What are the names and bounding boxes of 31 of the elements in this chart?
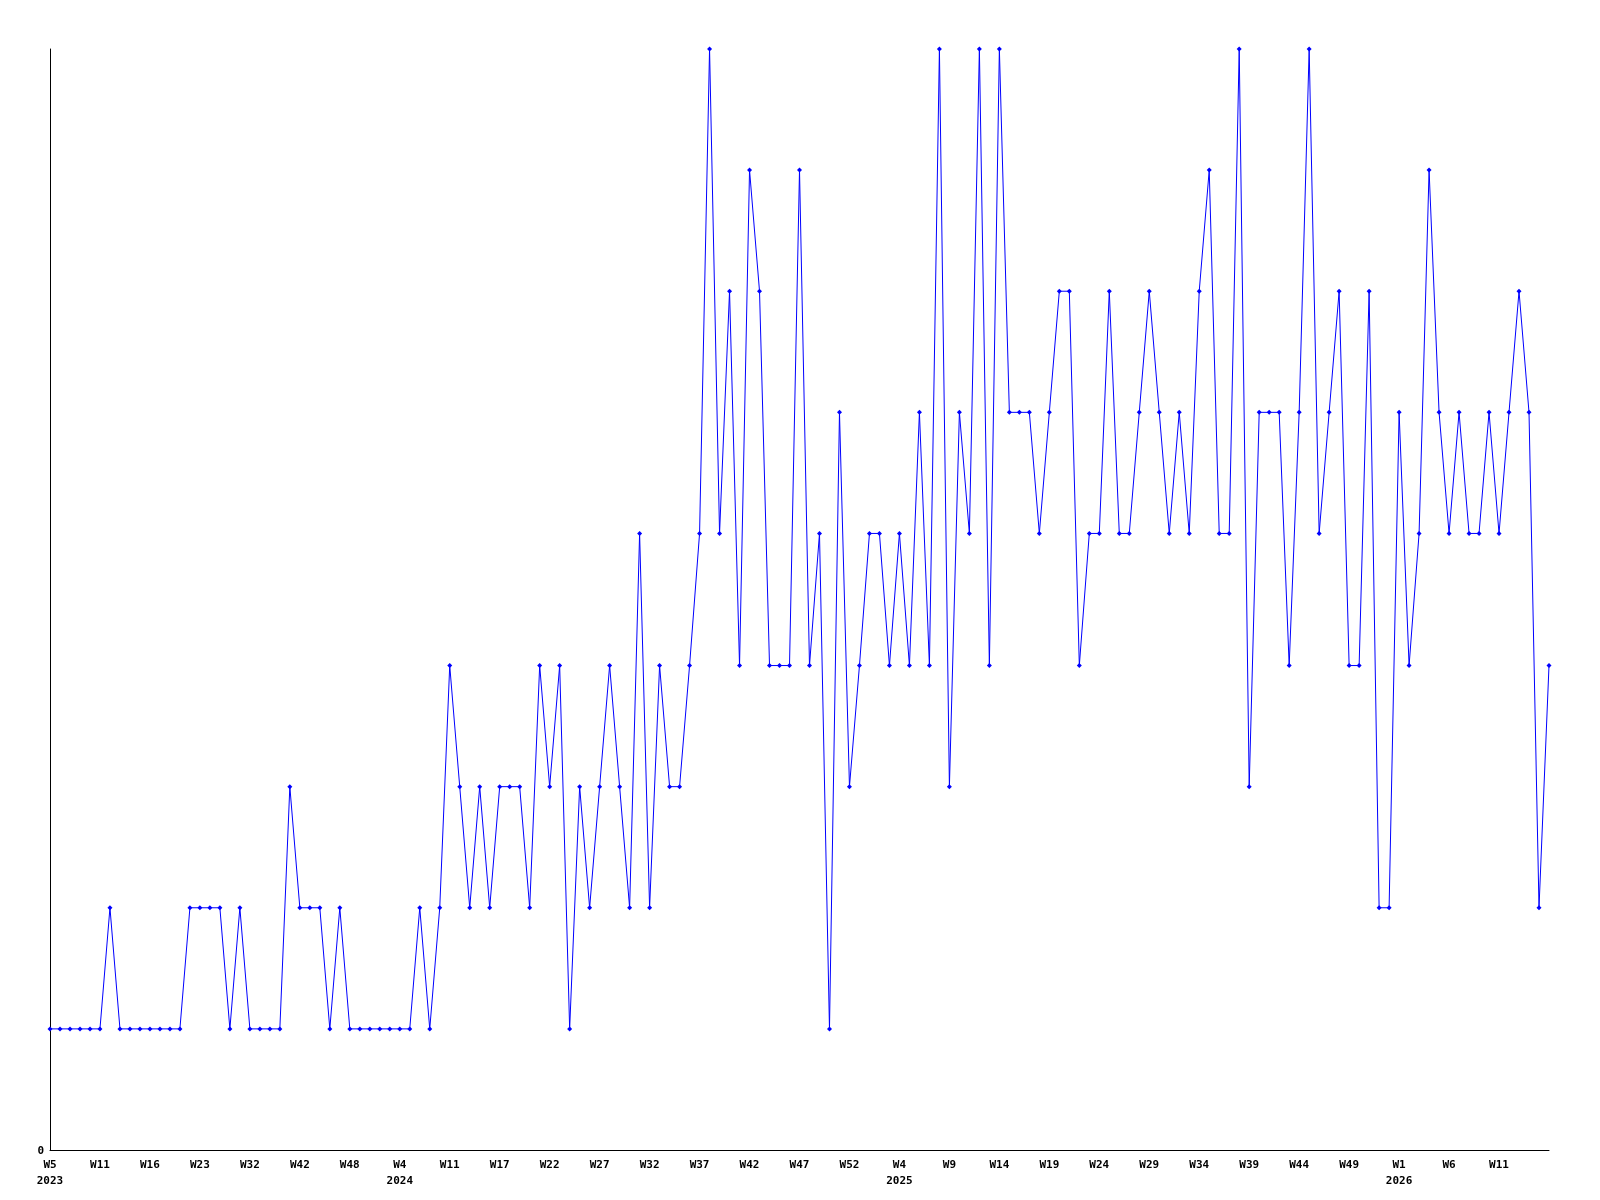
x-tick-label: W49 [1339,1157,1360,1171]
x-tick-label: W22 [539,1157,560,1171]
x-tick-label: W52 [839,1157,860,1171]
x-tick-label: W37 [689,1157,710,1171]
x-tick-label: W11 [1489,1157,1510,1171]
x-tick-label: W44 [1289,1157,1310,1171]
x-tick-label: W47 [789,1157,810,1171]
x-tick-label: W4 2024 [386,1157,414,1187]
x-tick-label: W5 2023 [36,1157,64,1187]
x-tick-label: W4 2025 [886,1157,913,1187]
x-tick-label: W48 [339,1157,360,1171]
x-tick-label: W11 [90,1157,111,1171]
x-tick-label: W32 [639,1157,660,1171]
x-tick-label: W24 [1089,1157,1110,1171]
x-tick-label: W39 [1239,1157,1260,1171]
x-tick-label: W42 [739,1157,760,1171]
x-tick-label: W17 [489,1157,510,1171]
x-tick-label: W9 [942,1157,957,1171]
x-tick-label: W11 [439,1157,461,1171]
x-tick-label: W14 [989,1157,1010,1171]
x-tick-label: W29 [1139,1157,1160,1171]
x-tick-label: W19 [1039,1157,1060,1171]
x-tick-label: W42 [289,1157,310,1171]
x-tick-label: W27 [589,1157,610,1171]
x-tick-label: W6 [1442,1157,1457,1171]
x-tick-label: W1 2026 [1385,1157,1413,1187]
x-tick-label: W23 [189,1157,210,1171]
x-tick-label: W34 [1189,1157,1210,1171]
text: 0 [37,1143,44,1157]
x-tick-label: W16 [140,1157,161,1171]
x-tick-label: W32 [239,1157,260,1171]
